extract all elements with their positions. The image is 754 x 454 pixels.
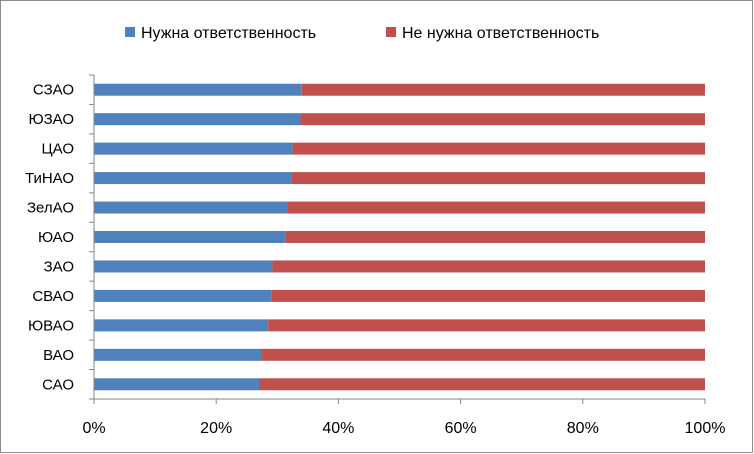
x-tick-label: 20% [200, 420, 232, 437]
bar-no-need-8 [292, 142, 705, 155]
plot-area [94, 83, 705, 391]
x-tick-label: 60% [445, 420, 477, 437]
bar-need-10 [94, 83, 302, 96]
category-label: ЮЗАО [28, 111, 74, 128]
bar-no-need-6 [287, 201, 705, 214]
bar-need-9 [94, 113, 301, 126]
x-tick-label: 100% [685, 420, 726, 437]
category-label: ТиНАО [25, 170, 74, 187]
category-label: ЦАО [42, 141, 74, 158]
category-label: ЗАО [44, 258, 74, 275]
legend-swatch-need [125, 27, 135, 37]
bar-no-need-7 [291, 172, 705, 185]
legend: Нужна ответственность Не нужна ответствен… [125, 25, 599, 42]
bar-no-need-2 [268, 319, 705, 332]
x-tick-label: 80% [567, 420, 599, 437]
category-label: ВАО [43, 347, 74, 364]
bar-need-6 [94, 201, 288, 214]
category-label: СЗАО [33, 82, 74, 99]
bar-no-need-0 [258, 378, 705, 391]
category-label: СВАО [32, 288, 74, 305]
bar-no-need-9 [300, 113, 705, 126]
axes: САО ВАО ЮВАО СВАО ЗАО ЮАО ЗелАО ТиНАО ЦАО ЮЗАО СЗА… [25, 74, 726, 437]
bar-no-need-4 [272, 260, 705, 273]
x-tick-label: 0% [82, 420, 105, 437]
bar-need-2 [94, 319, 269, 332]
category-label: ЗелАО [27, 200, 74, 217]
bar-need-4 [94, 260, 273, 273]
bar-no-need-3 [271, 289, 705, 302]
category-label: ЮВАО [28, 317, 74, 334]
category-label: ЮАО [38, 229, 74, 246]
bar-need-7 [94, 172, 292, 185]
category-label: САО [42, 376, 74, 393]
bar-need-1 [94, 348, 263, 361]
legend-label-need: Нужна ответственность [141, 25, 316, 42]
bar-need-5 [94, 231, 286, 243]
bar-no-need-5 [285, 231, 705, 243]
bar-need-0 [94, 378, 259, 391]
x-tick-label: 40% [322, 420, 354, 437]
bar-need-3 [94, 289, 272, 302]
legend-swatch-no-need [386, 27, 396, 37]
bar-no-need-10 [301, 83, 705, 96]
bar-need-8 [94, 142, 293, 155]
bar-no-need-1 [262, 348, 705, 361]
legend-label-no-need: Не нужна ответственность [402, 25, 599, 42]
